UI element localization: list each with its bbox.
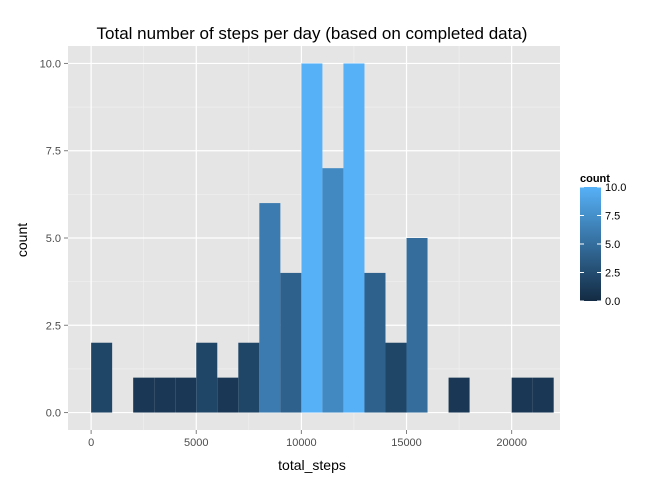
color-legend: count 0.0 2.5 5.0 7.5 10.0	[580, 173, 626, 308]
y-axis-title: count	[14, 223, 30, 257]
y-tick-label: 10.0	[40, 58, 61, 70]
y-tick-label: 0.0	[46, 408, 61, 420]
histogram-bar	[91, 342, 113, 413]
histogram-bar	[343, 63, 365, 413]
legend-title: count	[580, 173, 610, 185]
chart-title: Total number of steps per day (based on …	[97, 24, 528, 43]
legend-tick-label: 5.0	[605, 239, 620, 251]
histogram-bar	[406, 238, 428, 413]
histogram-bar	[154, 377, 176, 413]
x-tick-label: 10000	[286, 437, 317, 449]
legend-tick-label: 0.0	[605, 296, 620, 308]
y-axis: 0.0 2.5 5.0 7.5 10.0	[40, 58, 68, 420]
x-tick-label: 15000	[391, 437, 422, 449]
legend-colorbar	[580, 187, 601, 301]
x-tick-label: 20000	[496, 437, 527, 449]
y-tick-label: 2.5	[46, 320, 61, 332]
legend-ticks: 0.0 2.5 5.0 7.5 10.0	[580, 182, 626, 308]
histogram-bar	[259, 203, 281, 413]
histogram-bar	[133, 377, 155, 413]
histogram-bar	[217, 377, 239, 413]
histogram-bar	[238, 342, 260, 413]
histogram-bar	[196, 342, 218, 413]
histogram-bar	[322, 168, 344, 413]
x-tick-label: 5000	[184, 437, 208, 449]
x-tick-label: 0	[88, 437, 94, 449]
y-tick-label: 7.5	[46, 146, 61, 158]
histogram-bar	[280, 272, 302, 413]
x-axis: 0 5000 10000 15000 20000	[88, 430, 527, 449]
x-axis-title: total_steps	[278, 457, 346, 473]
histogram-bars	[91, 63, 554, 413]
histogram-bar	[175, 377, 197, 413]
legend-tick-label: 7.5	[605, 211, 620, 223]
histogram-bar	[385, 342, 407, 413]
legend-tick-label: 10.0	[605, 182, 626, 194]
y-tick-label: 5.0	[46, 233, 61, 245]
histogram-bar	[511, 377, 533, 413]
histogram-bar	[448, 377, 470, 413]
legend-tick-label: 2.5	[605, 268, 620, 280]
histogram-bar	[532, 377, 554, 413]
histogram-bar	[301, 63, 323, 413]
histogram-bar	[364, 272, 386, 413]
